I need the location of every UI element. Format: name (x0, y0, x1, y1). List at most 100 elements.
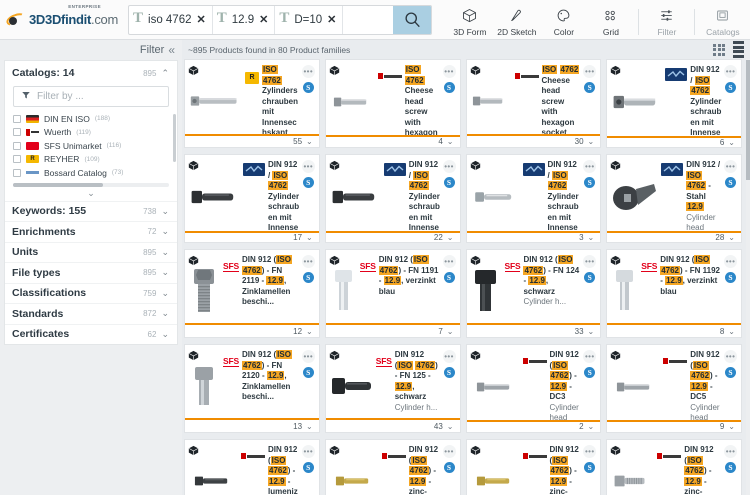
chevron-down-icon[interactable]: ⌄ (728, 326, 735, 336)
product-card[interactable]: ISO 4762 Cheese head screw with hexagon … (324, 59, 461, 148)
chevron-down-icon[interactable]: ⌄ (446, 232, 454, 242)
product-card[interactable]: SFS DIN 912 (ISO 4762) - FN 124 - 12.9, s… (465, 249, 602, 338)
standard-badge-icon[interactable]: S (725, 367, 736, 378)
product-card-footer[interactable]: 8 ⌄ (607, 323, 741, 337)
standard-badge-icon[interactable]: S (584, 177, 596, 188)
card-more-options-icon[interactable]: ••• (301, 160, 315, 173)
chevron-down-icon[interactable]: ⌄ (587, 232, 595, 242)
section-catalogs-header[interactable]: Catalogs: 14 895 ⌃ (5, 61, 177, 85)
chevron-down-icon[interactable]: ⌄ (161, 328, 169, 339)
card-more-options-icon[interactable]: ••• (724, 255, 737, 268)
standard-badge-icon[interactable]: S (302, 82, 314, 93)
product-card-footer[interactable]: 12 ⌄ (185, 323, 319, 337)
standard-badge-icon[interactable]: S (725, 177, 736, 188)
tool-filter[interactable]: Filter (643, 0, 690, 40)
search-bar[interactable]: T iso 4762 ✕ T 12.9 ✕ T D=10 ✕ (128, 4, 433, 35)
search-chip-3[interactable]: T D=10 ✕ (275, 5, 344, 34)
tool-compare[interactable]: Compare (746, 0, 750, 40)
card-more-options-icon[interactable]: ••• (583, 255, 597, 268)
sidebar-section-classifications[interactable]: Classifications 759 ⌄ (5, 282, 177, 304)
card-more-options-icon[interactable]: ••• (442, 445, 456, 458)
product-card[interactable]: DIN 912 / ISO 4762 Zylinderschrauben mit… (465, 154, 602, 243)
product-card[interactable]: SFS DIN 912 (ISO 4762) - FN 2120 - 12.9, … (184, 344, 320, 433)
product-card-footer[interactable]: 2 ⌄ (466, 419, 601, 432)
card-more-options-icon[interactable]: ••• (442, 160, 456, 173)
sidebar-section-certificates[interactable]: Certificates 62 ⌄ (5, 323, 177, 345)
chevron-down-icon[interactable]: ⌄ (728, 137, 735, 147)
product-card[interactable]: SFS DIN 912 (ISO 4762) - FN 2119 - 12.9, … (184, 249, 320, 338)
product-card[interactable]: DIN 912 (ISO 4762) - 12.9 - zinc-plated•… (606, 439, 742, 495)
card-more-options-icon[interactable]: ••• (724, 65, 737, 78)
chevron-down-icon[interactable]: ⌄ (587, 422, 595, 432)
chevron-up-icon[interactable]: ⌃ (161, 67, 169, 78)
card-more-options-icon[interactable]: ••• (583, 160, 597, 173)
product-card[interactable]: DIN 912 (ISO 4762) - 12.9 - DC5 Cylinder… (606, 344, 742, 433)
product-card-footer[interactable]: 22 ⌄ (325, 230, 460, 242)
chevron-down-icon[interactable]: ⌄ (161, 205, 169, 216)
product-card[interactable]: SFS DIN 912 (ISO 4762) - FN 1192 - 12.9, … (606, 249, 742, 338)
tool-catalogs[interactable]: Catalogs (699, 0, 746, 40)
app-logo[interactable]: ENTERPRISE 3D3Dfindit.com (0, 4, 126, 29)
results-scrollbar-thumb[interactable] (745, 60, 750, 180)
product-card[interactable]: DIN 912 (ISO 4762) - 12.9 - DC3 Cylinder… (465, 344, 602, 433)
chevron-down-icon[interactable]: ⌄ (446, 421, 454, 431)
product-card[interactable]: DIN 912 / ISO 4762 Zylinderschrauben mit… (606, 59, 742, 148)
card-more-options-icon[interactable]: ••• (442, 65, 456, 78)
results-scrollbar-track[interactable] (745, 59, 750, 495)
standard-badge-icon[interactable]: S (584, 367, 596, 378)
checkbox[interactable] (13, 155, 21, 164)
chevron-down-icon[interactable]: ⌄ (161, 246, 169, 257)
card-more-options-icon[interactable]: ••• (583, 65, 597, 78)
card-more-options-icon[interactable]: ••• (724, 160, 737, 173)
product-card[interactable]: SFS DIN 912 (ISO 4762) - FN 1191 - 12.9, … (324, 249, 461, 338)
product-card[interactable]: DIN 912 (ISO 4762) - 12.9 - zinc-plated•… (465, 439, 602, 495)
tool-color[interactable]: Color (540, 0, 587, 40)
standard-badge-icon[interactable]: S (302, 272, 314, 283)
product-card[interactable]: DIN 912 / ISO 4762 Zylinderschrauben mit… (184, 154, 320, 243)
catalog-item-wuerth[interactable]: Wuerth (119) (13, 126, 171, 140)
standard-badge-icon[interactable]: S (302, 367, 314, 378)
chip-close-icon[interactable]: ✕ (196, 14, 206, 26)
chevron-down-icon[interactable]: ⌄ (161, 226, 169, 237)
product-card[interactable]: DIN 912 (ISO 4762) - 12.9 - lumenized•••… (184, 439, 320, 495)
chevron-down-icon[interactable]: ⌄ (306, 326, 313, 336)
chevron-down-icon[interactable]: ⌄ (587, 136, 595, 146)
catalog-filter-input[interactable]: Filter by ... (13, 86, 169, 107)
standard-badge-icon[interactable]: S (443, 367, 455, 378)
standard-badge-icon[interactable]: S (443, 82, 455, 93)
card-more-options-icon[interactable]: ••• (301, 65, 315, 78)
search-chip-2[interactable]: T 12.9 ✕ (213, 5, 276, 34)
card-more-options-icon[interactable]: ••• (442, 255, 456, 268)
sidebar-section-keywords[interactable]: Keywords: 155 738 ⌄ (5, 200, 177, 222)
list-view-icon[interactable] (733, 41, 744, 58)
catalog-item-bossard-catalog[interactable]: Bossard Catalog (73) (13, 166, 171, 180)
catalog-list-scrollbar[interactable] (173, 114, 176, 162)
standard-badge-icon[interactable]: S (725, 82, 736, 93)
chevron-down-icon[interactable]: ⌄ (446, 137, 454, 147)
sidebar-section-units[interactable]: Units 895 ⌄ (5, 241, 177, 263)
product-card-footer[interactable]: 55 ⌄ (185, 133, 319, 147)
chevron-down-icon[interactable]: ⌄ (161, 308, 169, 319)
product-card[interactable]: DIN 912 / ISO 4762 Zylinderschrauben mit… (324, 154, 461, 243)
product-card[interactable]: DIN 912 (ISO 4762) - 12.9 - zinc-plated•… (324, 439, 461, 495)
sidebar-section-standards[interactable]: Standards 872 ⌄ (5, 303, 177, 324)
tool-2d-sketch[interactable]: 2D Sketch (493, 0, 540, 40)
catalog-item-din-en-iso[interactable]: DIN EN ISO (188) (13, 112, 171, 126)
product-card-footer[interactable]: 3 ⌄ (466, 230, 601, 242)
product-card-footer[interactable]: 17 ⌄ (185, 230, 319, 242)
search-input[interactable] (343, 6, 393, 34)
standard-badge-icon[interactable]: S (302, 177, 314, 188)
standard-badge-icon[interactable]: S (725, 272, 736, 283)
chevron-down-icon[interactable]: ⌄ (306, 136, 313, 146)
card-more-options-icon[interactable]: ••• (724, 445, 737, 458)
show-more-catalogs-icon[interactable]: ⌄ (87, 187, 95, 198)
card-more-options-icon[interactable]: ••• (583, 350, 597, 363)
standard-badge-icon[interactable]: S (584, 272, 596, 283)
checkbox[interactable] (13, 128, 21, 137)
card-more-options-icon[interactable]: ••• (301, 255, 315, 268)
chevron-down-icon[interactable]: ⌄ (161, 267, 169, 278)
checkbox[interactable] (13, 114, 21, 123)
product-card-footer[interactable]: 33 ⌄ (466, 323, 601, 337)
chevron-down-icon[interactable]: ⌄ (306, 232, 313, 242)
